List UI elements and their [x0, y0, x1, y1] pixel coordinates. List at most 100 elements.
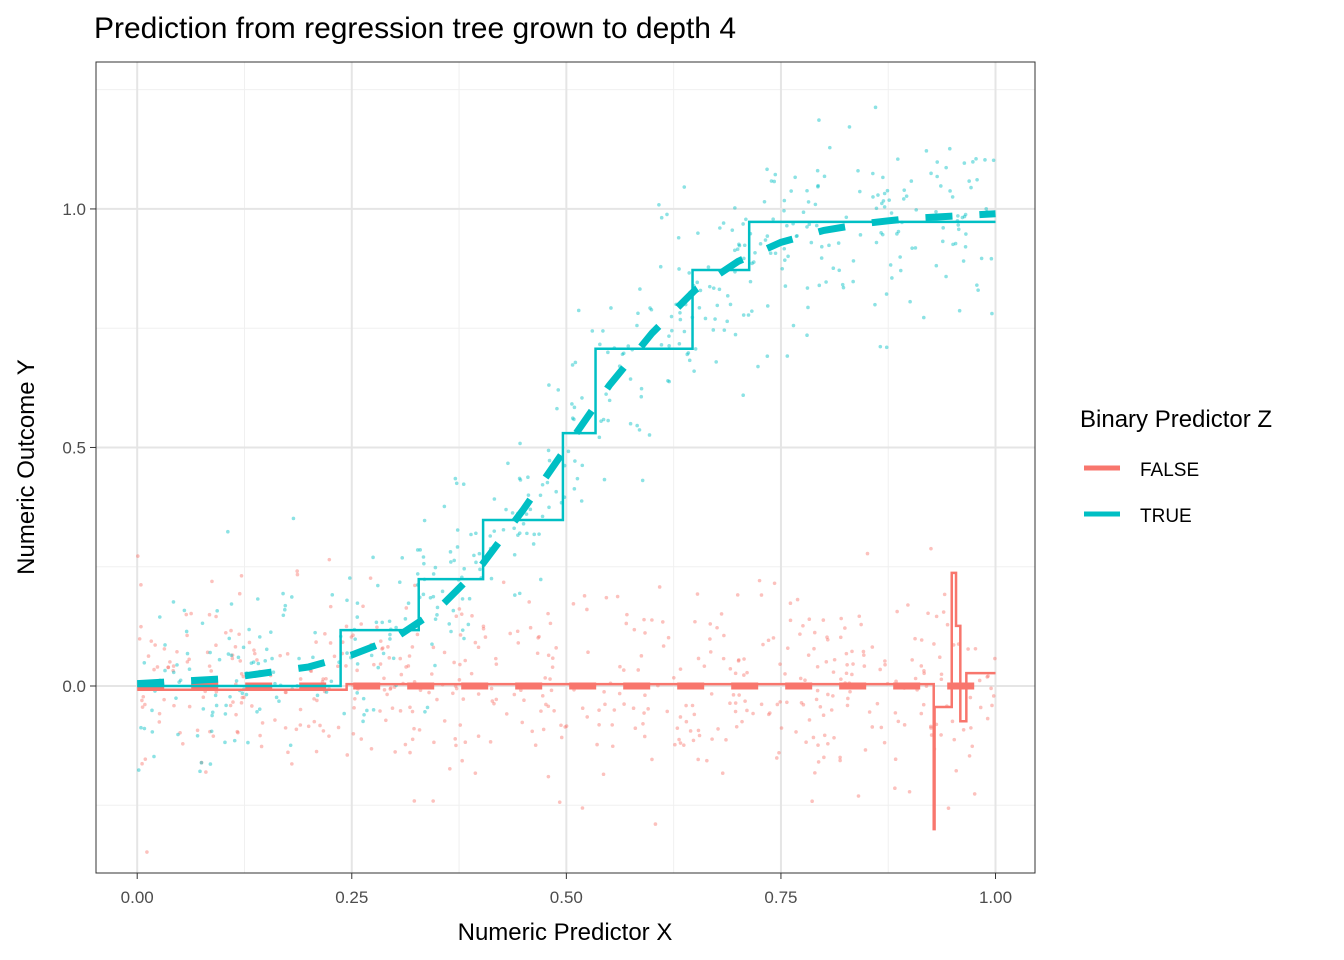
scatter-point-false [387, 656, 392, 660]
scatter-point-true [737, 243, 742, 248]
scatter-point-true [361, 696, 366, 701]
scatter-point-false [839, 677, 843, 681]
scatter-point-true [433, 663, 437, 668]
scatter-point-false [673, 742, 677, 747]
scatter-point-false [372, 662, 376, 667]
scatter-point-true [455, 545, 460, 549]
scatter-point-false [140, 698, 144, 703]
scatter-point-false [695, 592, 700, 596]
scatter-point-false [720, 771, 725, 775]
scatter-point-false [353, 696, 357, 701]
scatter-point-true [142, 726, 147, 731]
scatter-point-true [879, 230, 883, 235]
scatter-point-false [846, 696, 850, 701]
scatter-point-false [624, 621, 629, 626]
scatter-point-false [239, 701, 244, 705]
scatter-point-true [281, 613, 286, 618]
scatter-point-true [518, 478, 523, 482]
scatter-point-true [785, 223, 789, 228]
scatter-point-true [198, 769, 202, 774]
scatter-point-false [625, 612, 629, 617]
scatter-point-false [865, 551, 870, 556]
scatter-point-true [244, 692, 249, 697]
scatter-point-false [184, 612, 189, 617]
scatter-point-false [636, 668, 641, 672]
x-tick-label: 0.00 [121, 888, 154, 907]
scatter-point-false [390, 706, 395, 711]
scatter-point-false [818, 705, 823, 709]
scatter-point-false [666, 635, 671, 640]
scatter-point-false [972, 792, 977, 796]
scatter-point-true [249, 661, 254, 665]
scatter-point-false [810, 799, 814, 804]
scatter-point-false [601, 772, 606, 777]
scatter-point-false [476, 692, 481, 696]
scatter-point-false [185, 633, 189, 638]
scatter-point-true [177, 680, 181, 684]
scatter-point-true [376, 583, 380, 588]
scatter-point-true [365, 708, 369, 713]
scatter-point-false [152, 667, 156, 672]
scatter-point-false [829, 708, 834, 712]
scatter-point-true [807, 222, 812, 227]
scatter-point-true [806, 305, 810, 310]
scatter-point-true [512, 552, 517, 557]
scatter-point-false [469, 671, 474, 676]
scatter-point-false [327, 557, 332, 562]
scatter-point-true [391, 656, 396, 661]
scatter-point-true [935, 174, 939, 179]
scatter-point-false [241, 674, 246, 679]
scatter-point-false [766, 712, 771, 717]
scatter-point-true [271, 670, 276, 675]
scatter-point-true [506, 461, 510, 466]
scatter-point-false [724, 738, 728, 742]
scatter-point-true [956, 227, 961, 232]
scatter-point-true [960, 215, 965, 220]
scatter-point-false [481, 624, 486, 629]
scatter-point-true [979, 256, 984, 261]
scatter-point-true [474, 531, 478, 536]
scatter-point-true [685, 352, 690, 357]
scatter-point-true [580, 463, 585, 468]
scatter-point-false [230, 656, 235, 661]
scatter-point-false [429, 672, 434, 676]
scatter-point-false [309, 669, 313, 674]
scatter-point-true [728, 302, 733, 307]
scatter-point-false [883, 662, 887, 667]
scatter-point-true [649, 307, 654, 312]
scatter-point-true [692, 369, 696, 373]
scatter-point-false [681, 743, 686, 747]
scatter-point-false [708, 622, 713, 626]
scatter-point-false [867, 710, 872, 714]
scatter-point-false [457, 678, 462, 682]
scatter-point-false [919, 711, 924, 716]
scatter-point-true [513, 593, 517, 597]
scatter-point-false [488, 740, 493, 744]
scatter-point-false [413, 583, 417, 588]
scatter-point-true [873, 105, 878, 110]
scatter-point-false [821, 713, 826, 718]
scatter-point-true [697, 305, 702, 310]
scatter-point-true [163, 668, 167, 673]
scatter-point-true [750, 261, 754, 266]
scatter-point-true [255, 597, 260, 601]
scatter-point-false [675, 726, 680, 730]
scatter-point-false [247, 640, 252, 645]
true-curve-true [137, 210, 996, 688]
scatter-point-false [642, 734, 647, 739]
scatter-point-false [492, 701, 496, 706]
scatter-point-false [922, 669, 926, 673]
scatter-point-true [371, 555, 375, 560]
scatter-point-false [458, 662, 462, 667]
scatter-point-true [956, 223, 961, 227]
scatter-point-true [210, 710, 215, 715]
scatter-point-false [564, 724, 569, 728]
scatter-point-false [691, 738, 696, 743]
scatter-point-true [435, 613, 439, 617]
scatter-point-true [361, 719, 365, 724]
scatter-point-true [858, 233, 863, 237]
scatter-point-false [559, 723, 563, 728]
scatter-point-false [412, 726, 416, 731]
scatter-point-false [239, 671, 244, 676]
